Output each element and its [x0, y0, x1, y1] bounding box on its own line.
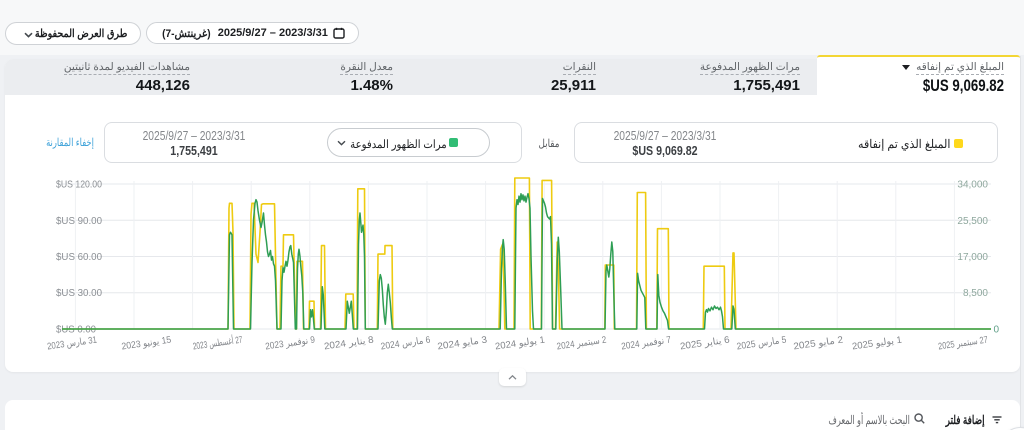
- svg-text:8 يناير 2024: 8 يناير 2024: [323, 335, 374, 353]
- svg-text:9 نوفمبر 2023: 9 نوفمبر 2023: [265, 335, 316, 353]
- svg-text:25,500: 25,500: [957, 216, 988, 227]
- svg-text:2 مايو 2025: 2 مايو 2025: [793, 335, 844, 353]
- svg-text:2 سبتمبر 2024: 2 سبتمبر 2024: [556, 335, 607, 353]
- svg-text:7 نوفمبر 2024: 7 نوفمبر 2024: [621, 335, 672, 353]
- svg-text:$US 0.00: $US 0.00: [56, 325, 96, 336]
- svg-text:6 مارس 2024: 6 مارس 2024: [380, 335, 431, 353]
- svg-text:$US 60.00: $US 60.00: [56, 252, 102, 263]
- svg-text:27 سبتمبر 2025: 27 سبتمبر 2025: [938, 335, 989, 353]
- svg-text:6 يناير 2025: 6 يناير 2025: [679, 335, 730, 353]
- svg-text:$US 120.00: $US 120.00: [56, 180, 102, 191]
- svg-text:31 مارس 2023: 31 مارس 2023: [47, 335, 98, 353]
- svg-text:15 يونيو 2023: 15 يونيو 2023: [121, 335, 172, 353]
- svg-text:1 يوليو 2024: 1 يوليو 2024: [494, 335, 545, 353]
- svg-text:5 مارس 2025: 5 مارس 2025: [736, 335, 787, 353]
- svg-text:$US 90.00: $US 90.00: [56, 216, 102, 227]
- svg-text:17,000: 17,000: [957, 252, 988, 263]
- svg-text:27 أغسطس 2023: 27 أغسطس 2023: [192, 333, 243, 353]
- svg-text:34,000: 34,000: [957, 180, 988, 191]
- svg-text:0: 0: [994, 325, 1000, 336]
- svg-text:3 مايو 2024: 3 مايو 2024: [437, 335, 488, 353]
- svg-text:1 يوليو 2025: 1 يوليو 2025: [851, 335, 902, 353]
- svg-text:8,500: 8,500: [963, 288, 988, 299]
- svg-text:$US 30.00: $US 30.00: [56, 288, 102, 299]
